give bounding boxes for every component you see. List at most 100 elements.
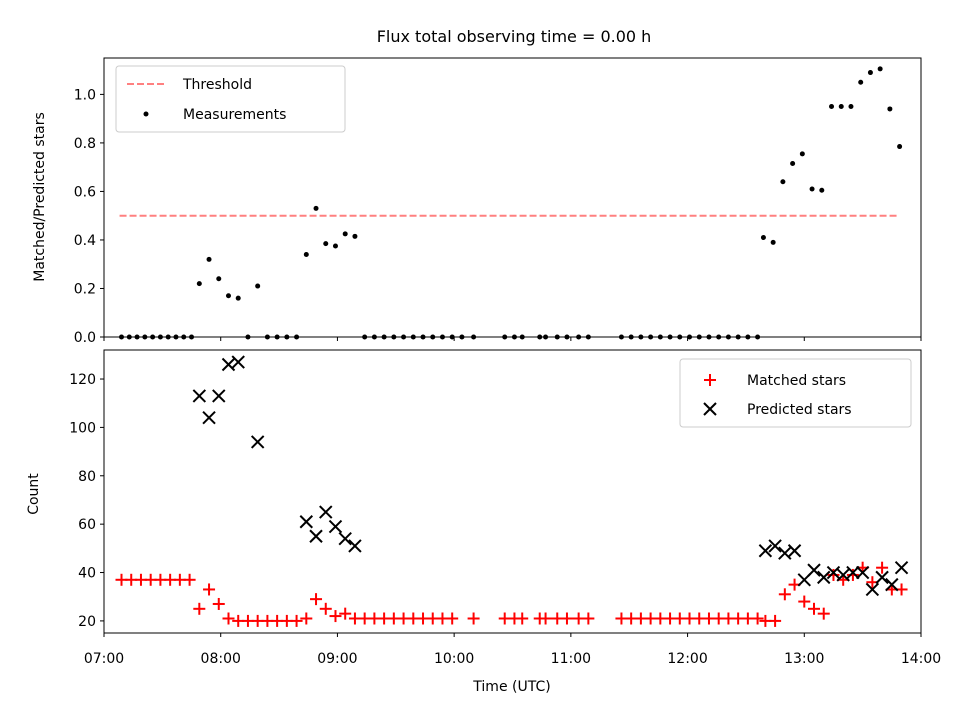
matched-star-point — [817, 607, 830, 620]
measurement-point — [745, 334, 751, 340]
legend-predicted-label: Predicted stars — [747, 402, 852, 418]
bottom-y-tick-label: 40 — [78, 566, 96, 582]
predicted-x-b — [875, 570, 889, 585]
predicted-x-b — [846, 565, 860, 580]
predicted-star-point — [348, 539, 362, 553]
bottom-y-tick-label: 120 — [69, 372, 96, 388]
measurement-point — [342, 231, 348, 237]
measurement-point — [284, 334, 290, 340]
measurement-point — [848, 104, 854, 110]
measurement-point — [459, 334, 465, 340]
predicted-x-b — [865, 582, 880, 597]
measurement-point — [362, 334, 368, 340]
bottom-x-axis-label: Time (UTC) — [472, 679, 550, 695]
measurement-point — [420, 334, 426, 340]
predicted-star-point — [309, 529, 323, 543]
predicted-x-b — [836, 568, 850, 582]
predicted-star-point — [250, 435, 265, 449]
predicted-star-point — [212, 389, 226, 403]
measurement-point — [760, 235, 766, 241]
predicted-star-point — [787, 544, 802, 558]
matched-star-point — [539, 612, 552, 625]
measurement-point — [638, 334, 644, 340]
legend-predicted-marker — [703, 402, 717, 416]
measurement-point — [150, 334, 156, 340]
measurement-point — [181, 334, 187, 340]
measurement-point — [511, 334, 517, 340]
top-y-tick-label: 0.2 — [74, 281, 96, 297]
bottom-y-tick-label: 80 — [78, 469, 96, 485]
predicted-star-point — [885, 577, 899, 592]
matched-star-point — [193, 602, 206, 615]
measurement-point — [142, 334, 148, 340]
measurement-point — [725, 334, 731, 340]
measurement-point — [618, 334, 624, 340]
matched-star-point — [203, 583, 216, 596]
measurement-point — [245, 334, 251, 340]
matched-star-point — [290, 614, 303, 627]
top-y-tick-label: 0.6 — [74, 184, 96, 200]
measurement-point — [165, 334, 171, 340]
measurement-point — [819, 187, 825, 193]
matched-star-point — [446, 612, 459, 625]
measurement-point — [502, 334, 508, 340]
predicted-x-b — [758, 544, 773, 558]
measurement-point — [225, 293, 231, 299]
bottom-marks — [115, 355, 909, 627]
top-y-ticks: 0.0 0.2 0.4 0.6 0.8 1.0 — [74, 87, 104, 346]
legend-matched-label: Matched stars — [747, 373, 846, 389]
predicted-star-point — [192, 389, 207, 403]
measurement-point — [439, 334, 445, 340]
predicted-star-point — [231, 355, 245, 369]
predicted-x-b — [309, 529, 323, 543]
measurement-point — [449, 334, 455, 340]
matched-star-point — [846, 568, 859, 581]
top-legend: Threshold Measurements — [115, 65, 346, 133]
matched-star-point — [339, 607, 352, 620]
measurement-point — [471, 334, 477, 340]
measurement-point — [352, 233, 358, 239]
measurement-point — [696, 334, 702, 340]
predicted-x-b — [231, 355, 245, 369]
bottom-x-tick-label: 07:00 — [84, 651, 124, 667]
measurement-point — [264, 334, 270, 340]
predicted-x-b — [202, 411, 216, 425]
top-legend-box — [115, 65, 346, 133]
predicted-x-b — [768, 539, 782, 553]
measurement-point — [189, 334, 195, 340]
measurement-point — [206, 256, 212, 262]
predicted-x-b — [894, 560, 909, 575]
predicted-star-point — [846, 565, 860, 580]
predicted-x-b — [787, 544, 802, 558]
matched-star-point — [222, 612, 235, 625]
measurement-point — [585, 334, 591, 340]
predicted-x-b — [250, 435, 265, 449]
matched-star-point — [319, 602, 332, 615]
measurement-point — [657, 334, 663, 340]
bottom-x-tick-label: 08:00 — [201, 651, 241, 667]
measurement-point — [303, 252, 309, 258]
predicted-x-b — [299, 515, 314, 529]
matched-star-point — [798, 595, 811, 608]
measurement-point — [628, 334, 634, 340]
measurement-point — [564, 334, 570, 340]
measurement-point — [554, 334, 560, 340]
measurement-point — [780, 179, 786, 185]
bottom-axes: 20 40 60 80 100 120 07:00 08:00 09:00 10:00 11:00… — [26, 349, 941, 695]
predicted-star-point — [826, 565, 841, 580]
bottom-x-tick-label: 12:00 — [667, 651, 707, 667]
bottom-y-axis-label: Count — [26, 473, 42, 515]
measurement-point — [216, 276, 222, 282]
measurement-point — [313, 205, 319, 211]
measurement-point — [332, 243, 338, 249]
measurement-point — [157, 334, 163, 340]
predicted-x-b — [328, 519, 343, 534]
predicted-x-b — [855, 565, 870, 580]
measurement-point — [430, 334, 436, 340]
predicted-x-b — [319, 505, 333, 519]
measurement-point — [391, 334, 397, 340]
predicted-x-b — [885, 577, 899, 592]
bottom-y-ticks: 20 40 60 80 100 120 — [69, 372, 104, 630]
measurement-point — [537, 334, 543, 340]
measurement-point — [648, 334, 654, 340]
